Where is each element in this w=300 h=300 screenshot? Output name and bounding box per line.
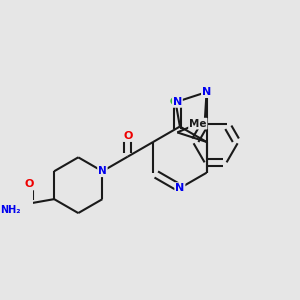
Text: NH₂: NH₂ [0,206,20,215]
Text: N: N [98,166,107,176]
Text: Me: Me [189,118,207,129]
Text: N: N [175,183,184,193]
Text: N: N [172,97,182,106]
Text: N: N [202,87,211,97]
Text: O: O [25,179,34,189]
Text: Cl: Cl [169,97,181,106]
Text: O: O [123,131,133,141]
